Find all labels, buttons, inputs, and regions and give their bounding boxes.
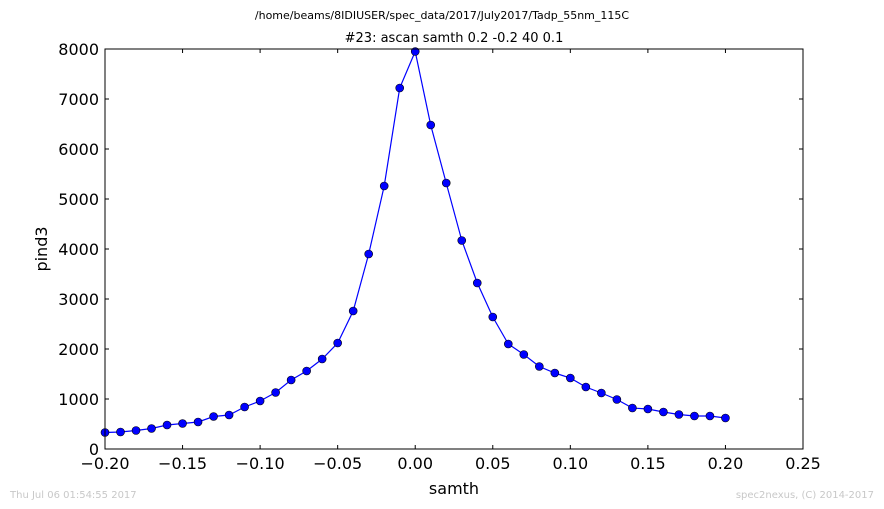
data-point <box>472 278 482 288</box>
y-tick-label: 5000 <box>58 190 99 209</box>
data-point <box>348 306 358 316</box>
data-point <box>628 403 637 413</box>
data-point <box>178 419 187 428</box>
data-point <box>503 339 513 349</box>
data-point <box>224 410 234 420</box>
data-point <box>240 402 249 412</box>
x-tick-label: −0.20 <box>80 454 129 473</box>
data-point <box>333 338 342 348</box>
data-series <box>100 47 730 437</box>
chart-suptitle: /home/beams/8IDIUSER/spec_data/2017/July… <box>255 9 630 22</box>
data-point <box>162 420 172 430</box>
data-point <box>302 366 311 376</box>
data-point <box>535 362 544 371</box>
data-point <box>147 424 156 433</box>
x-tick-label: 0.10 <box>553 454 589 473</box>
data-point <box>705 411 715 421</box>
y-tick-label: 0 <box>89 440 99 459</box>
data-point <box>209 412 218 421</box>
x-tick-label: 0.05 <box>475 454 511 473</box>
data-point <box>519 350 529 359</box>
x-tick-label: −0.05 <box>313 454 362 473</box>
y-tick-label: 3000 <box>58 290 99 309</box>
data-point <box>488 312 498 322</box>
data-point <box>364 249 373 259</box>
y-axis-ticks: 0 1000 2000 3000 4000 5000 6000 7000 8000 <box>58 40 803 459</box>
data-point <box>690 411 699 421</box>
data-point <box>193 417 203 427</box>
chart-title: #23: ascan samth 0.2 -0.2 40 0.1 <box>345 31 564 46</box>
data-point <box>255 396 265 406</box>
data-point <box>131 426 141 435</box>
data-point <box>721 413 730 423</box>
data-point <box>643 404 653 414</box>
series-line <box>104 49 726 434</box>
y-tick-label: 8000 <box>58 40 99 59</box>
data-point <box>271 388 280 397</box>
data-point <box>659 407 668 417</box>
data-point <box>597 388 606 398</box>
data-point <box>317 354 327 364</box>
data-point <box>581 382 591 392</box>
y-tick-label: 7000 <box>58 90 99 109</box>
data-point <box>612 395 622 404</box>
plot-area-frame <box>104 48 804 450</box>
data-point <box>566 373 575 383</box>
x-tick-label: 0.20 <box>708 454 744 473</box>
y-axis-label: pind3 <box>32 226 51 271</box>
data-point <box>379 181 389 191</box>
y-tick-label: 1000 <box>58 390 99 409</box>
x-tick-label: 0.15 <box>630 454 666 473</box>
data-point <box>426 120 436 130</box>
x-tick-label: 0.00 <box>397 454 433 473</box>
data-point <box>441 178 451 188</box>
footer-timestamp: Thu Jul 06 01:54:55 2017 <box>9 490 137 501</box>
y-tick-label: 6000 <box>58 140 99 159</box>
data-point <box>395 83 405 93</box>
y-tick-label: 4000 <box>58 240 99 259</box>
x-tick-label: −0.10 <box>236 454 285 473</box>
x-axis-ticks: −0.20 −0.15 −0.10 −0.05 0.00 0.05 0.10 0.15 0.20… <box>80 49 821 473</box>
data-point <box>550 368 560 378</box>
data-point <box>457 236 467 245</box>
data-point <box>674 410 684 419</box>
footer-credit: spec2nexus, (C) 2014-2017 <box>736 490 874 501</box>
x-tick-label: 0.25 <box>785 454 821 473</box>
y-tick-label: 2000 <box>58 340 99 359</box>
x-axis-label: samth <box>429 479 479 498</box>
data-point <box>116 427 125 437</box>
data-point <box>286 375 296 385</box>
x-tick-label: −0.15 <box>158 454 207 473</box>
